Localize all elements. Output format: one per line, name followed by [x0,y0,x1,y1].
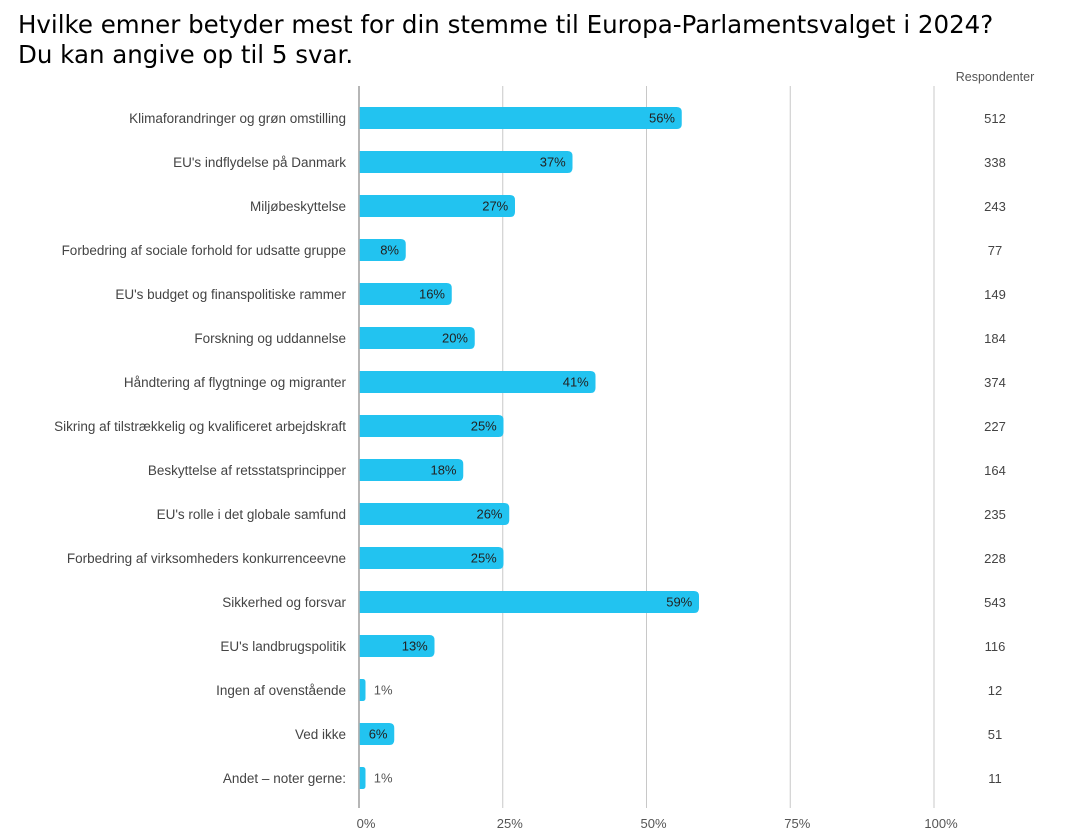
bars: 56% 37% 27% 8% 16% 20% 41% 25% 18% 26% 25% 59% 13% 1%… [359,107,699,789]
category-label: Håndtering af flygtninge og migranter [124,375,347,390]
category-label: Klimaforandringer og grøn omstilling [129,111,346,126]
category-label: Sikring af tilstrækkelig og kvalificeret… [54,419,346,434]
bar-value-label: 56% [649,111,675,126]
respondent-count: 164 [984,463,1006,478]
respondent-count: 512 [984,111,1006,126]
bar-value-label: 59% [666,595,692,610]
bar-value-label: 37% [540,155,566,170]
respondent-count: 243 [984,199,1006,214]
category-label: Sikkerhed og forsvar [222,595,346,610]
respondent-count: 116 [985,639,1006,654]
bar [359,459,464,481]
x-tick-label: 25% [497,816,523,831]
bar [359,767,366,789]
category-label: Miljøbeskyttelse [250,199,346,214]
bar [359,635,435,657]
bar [359,679,366,701]
respondent-count: 543 [984,595,1006,610]
respondent-count: 338 [984,155,1006,170]
bar [359,547,504,569]
x-tick-label: 0% [357,816,376,831]
bar-value-label: 41% [563,375,589,390]
gridlines [358,86,935,808]
bar-value-label: 6% [369,727,388,742]
respondent-count: 51 [988,727,1002,742]
bar-value-label: 1% [374,683,393,698]
bar-value-label: 20% [442,331,468,346]
bar [359,151,573,173]
respondent-count: 235 [984,507,1006,522]
x-tick-label: 50% [640,816,666,831]
category-label: Ingen af ovenstående [216,683,346,698]
chart-title-line2: Du kan angive op til 5 svar. [18,40,354,69]
chart-title: Hvilke emner betyder mest for din stemme… [18,10,993,70]
category-labels: Klimaforandringer og grøn omstilling EU's… [54,111,346,786]
bar-value-label: 8% [380,243,399,258]
x-tick-label: 100% [924,816,958,831]
category-label: Forbedring af virksomheders konkurrencee… [67,551,346,566]
category-label: Forskning og uddannelse [194,331,346,346]
bar [359,723,395,745]
bar-value-label: 25% [471,551,497,566]
respondent-values: 512 338 243 77 149 184 374 227 164 235 228 543 116 12… [984,111,1006,786]
x-tick-label: 75% [784,816,810,831]
respondent-count: 11 [988,771,1002,786]
category-label: EU's landbrugspolitik [220,639,346,654]
bar-value-label: 26% [476,507,502,522]
category-label: EU's rolle i det globale samfund [157,507,346,522]
respondents-header: Respondenter [955,70,1035,84]
bar [359,239,406,261]
bar-value-label: 13% [402,639,428,654]
respondent-count: 227 [984,419,1006,434]
bar [359,503,510,525]
category-label: Beskyttelse af retsstatsprincipper [148,463,347,478]
respondent-count: 374 [984,375,1006,390]
bar [359,107,682,129]
chart-title-line1: Hvilke emner betyder mest for din stemme… [18,10,994,39]
bar [359,415,504,437]
bar-value-label: 16% [419,287,445,302]
bar [359,591,699,613]
x-axis-ticks: 0% 25% 50% 75% 100% [357,816,958,831]
respondent-count: 184 [984,331,1006,346]
respondent-count: 77 [988,243,1002,258]
respondent-count: 149 [984,287,1006,302]
bar-value-label: 27% [482,199,508,214]
category-label: EU's indflydelse på Danmark [173,155,346,170]
respondent-count: 12 [988,683,1002,698]
bar [359,283,452,305]
bar [359,327,475,349]
bar-value-label: 25% [471,419,497,434]
bar-value-label: 1% [374,771,393,786]
bar [359,371,596,393]
category-label: Andet – noter gerne: [223,771,346,786]
category-label: EU's budget og finanspolitiske rammer [115,287,346,302]
category-label: Ved ikke [295,727,346,742]
bar [359,195,515,217]
respondent-count: 228 [984,551,1006,566]
category-label: Forbedring af sociale forhold for udsatt… [62,243,346,258]
bar-value-label: 18% [430,463,456,478]
